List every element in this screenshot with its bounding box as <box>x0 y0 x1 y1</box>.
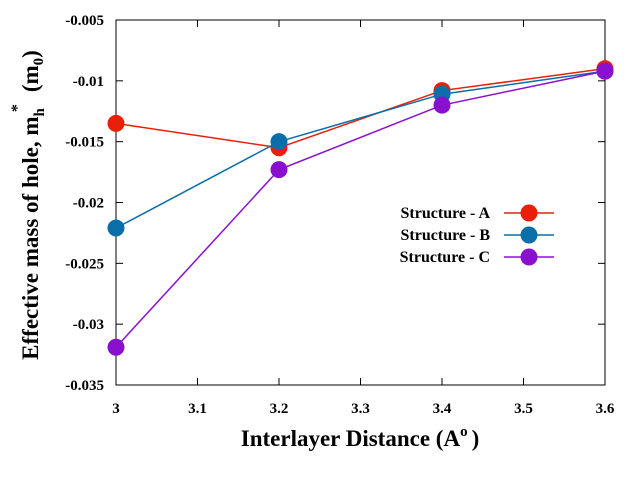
series-lines <box>107 60 614 356</box>
series-2 <box>107 62 614 237</box>
y-tick-label: -0.015 <box>65 135 104 151</box>
data-point <box>433 96 451 114</box>
series-1 <box>107 60 614 157</box>
legend-label: Structure - A <box>401 205 491 222</box>
data-point <box>107 338 125 356</box>
data-point <box>107 114 125 132</box>
legend-marker <box>520 248 538 266</box>
series-line <box>115 67 606 149</box>
y-tick-labels: -0.005 -0.01 -0.015 -0.02 -0.025 -0.03 -0.035 <box>65 13 104 394</box>
y-tick-label: -0.02 <box>73 196 104 212</box>
series-line <box>115 70 606 229</box>
legend-label: Structure - B <box>401 227 491 244</box>
y-tick-label: -0.025 <box>65 256 104 272</box>
legend-item: Structure - B <box>401 226 554 244</box>
series-3 <box>107 62 614 356</box>
legend: Structure - A Structure - B Structure - C <box>400 204 554 266</box>
data-point <box>596 62 614 80</box>
legend-marker <box>520 204 538 222</box>
data-point <box>270 161 288 179</box>
y-axis-title: Effective mass of hole, mh*(m0) <box>9 50 48 360</box>
x-axis-title: Interlayer Distance (Ao) <box>241 424 479 451</box>
legend-item: Structure - A <box>401 204 554 222</box>
y-tick-label: -0.005 <box>65 13 104 29</box>
series-line <box>115 70 606 348</box>
y-tick-label: -0.01 <box>73 74 104 90</box>
x-tick-label: 3.6 <box>596 401 615 417</box>
tick-marks <box>115 19 606 386</box>
data-point <box>270 133 288 151</box>
legend-item: Structure - C <box>400 248 554 266</box>
x-tick-label: 3.4 <box>433 401 452 417</box>
x-tick-label: 3.1 <box>188 401 207 417</box>
legend-label: Structure - C <box>400 249 490 266</box>
x-tick-label: 3.5 <box>514 401 533 417</box>
x-tick-label: 3 <box>112 401 120 417</box>
x-tick-label: 3.3 <box>351 401 370 417</box>
plot-frame <box>115 19 606 386</box>
data-point <box>107 219 125 237</box>
y-tick-label: -0.035 <box>65 378 104 394</box>
x-tick-labels: 3 3.1 3.2 3.3 3.4 3.5 3.6 <box>112 401 615 417</box>
legend-marker <box>520 226 538 244</box>
x-tick-label: 3.2 <box>270 401 289 417</box>
y-tick-label: -0.03 <box>73 317 104 333</box>
